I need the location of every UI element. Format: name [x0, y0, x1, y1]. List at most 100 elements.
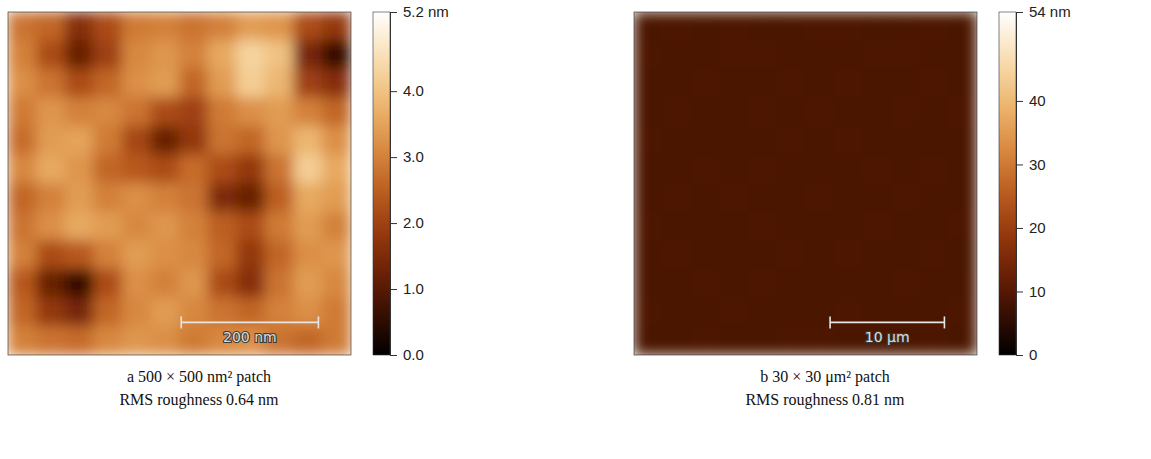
colorbar-tick: 4.0 [390, 82, 424, 99]
cell [93, 297, 123, 327]
cell [862, 126, 892, 156]
cell [691, 326, 721, 355]
cell [65, 154, 95, 184]
cell [65, 12, 95, 41]
cell [662, 326, 692, 355]
cell [948, 126, 977, 156]
cell [8, 183, 37, 213]
cell [179, 97, 209, 127]
scale-bar-cap [318, 316, 320, 328]
colorbar-tick-mark [1016, 355, 1023, 356]
cell [179, 12, 209, 41]
cell [93, 40, 123, 70]
cell [8, 12, 37, 41]
cell [719, 212, 749, 242]
cell [265, 126, 295, 156]
cell [179, 183, 209, 213]
cell [122, 69, 152, 99]
cell [776, 154, 806, 184]
cell [919, 326, 949, 355]
cell [805, 154, 835, 184]
panel: 200 nm5.2 nm4.03.02.01.00.0a 500 × 500 n… [8, 3, 449, 409]
cell [179, 126, 209, 156]
cell [891, 212, 921, 242]
cell [36, 269, 66, 299]
cell [265, 212, 295, 242]
colorbar-tick: 0.0 [390, 346, 424, 363]
cell [122, 154, 152, 184]
cell [150, 40, 180, 70]
cell [293, 126, 323, 156]
cell [150, 212, 180, 242]
caption-subtitle: RMS roughness 0.81 nm [745, 391, 905, 409]
cell [948, 40, 977, 70]
colorbar-tick: 54 nm [1016, 3, 1071, 20]
cell [93, 126, 123, 156]
colorbar-tick: 2.0 [390, 214, 424, 231]
cell [919, 154, 949, 184]
colorbar-tick-mark [1016, 291, 1023, 292]
cell [748, 40, 778, 70]
cell [208, 154, 238, 184]
cell [719, 40, 749, 70]
colorbar-tick-label: 3.0 [403, 148, 424, 165]
cell [179, 154, 209, 184]
colorbar [999, 12, 1016, 355]
cell [776, 97, 806, 127]
colorbar-tick-label: 0.0 [403, 346, 424, 363]
cell [93, 69, 123, 99]
cell [805, 12, 835, 41]
cell [122, 240, 152, 270]
cell [805, 126, 835, 156]
cell [150, 183, 180, 213]
colorbar-tick: 40 [1016, 92, 1046, 109]
cell [719, 126, 749, 156]
cell [919, 126, 949, 156]
colorbar-axis: 5.2 nm4.03.02.01.00.0 [390, 3, 449, 363]
cell [776, 183, 806, 213]
cell [8, 212, 37, 242]
cell [748, 212, 778, 242]
cell [322, 69, 351, 99]
cell [293, 183, 323, 213]
image-frame [8, 12, 351, 355]
scale-bar-line [181, 322, 318, 324]
cell [236, 97, 266, 127]
cell [265, 69, 295, 99]
cell [862, 240, 892, 270]
cell [691, 297, 721, 327]
cell [122, 183, 152, 213]
cell [208, 69, 238, 99]
cell [662, 269, 692, 299]
cell [805, 97, 835, 127]
colorbar-tick-label: 20 [1029, 219, 1046, 236]
cell [93, 183, 123, 213]
cell [293, 40, 323, 70]
cell [93, 212, 123, 242]
cell [265, 97, 295, 127]
cell [150, 326, 180, 355]
cell [36, 326, 66, 355]
cell [948, 240, 977, 270]
cell [662, 212, 692, 242]
cell [634, 69, 663, 99]
cell [322, 183, 351, 213]
cell [862, 97, 892, 127]
cell [265, 12, 295, 41]
cell [948, 183, 977, 213]
cell [948, 154, 977, 184]
cell [293, 212, 323, 242]
cell [322, 97, 351, 127]
cell [322, 126, 351, 156]
cell [719, 269, 749, 299]
cell [634, 126, 663, 156]
cell [208, 40, 238, 70]
cell [265, 269, 295, 299]
colorbar-tick-mark [1016, 12, 1023, 13]
colorbar-axis: 54 nm403020100 [1016, 3, 1071, 363]
cell [293, 326, 323, 355]
cell [236, 269, 266, 299]
cell [179, 69, 209, 99]
cell [634, 40, 663, 70]
cell [208, 240, 238, 270]
